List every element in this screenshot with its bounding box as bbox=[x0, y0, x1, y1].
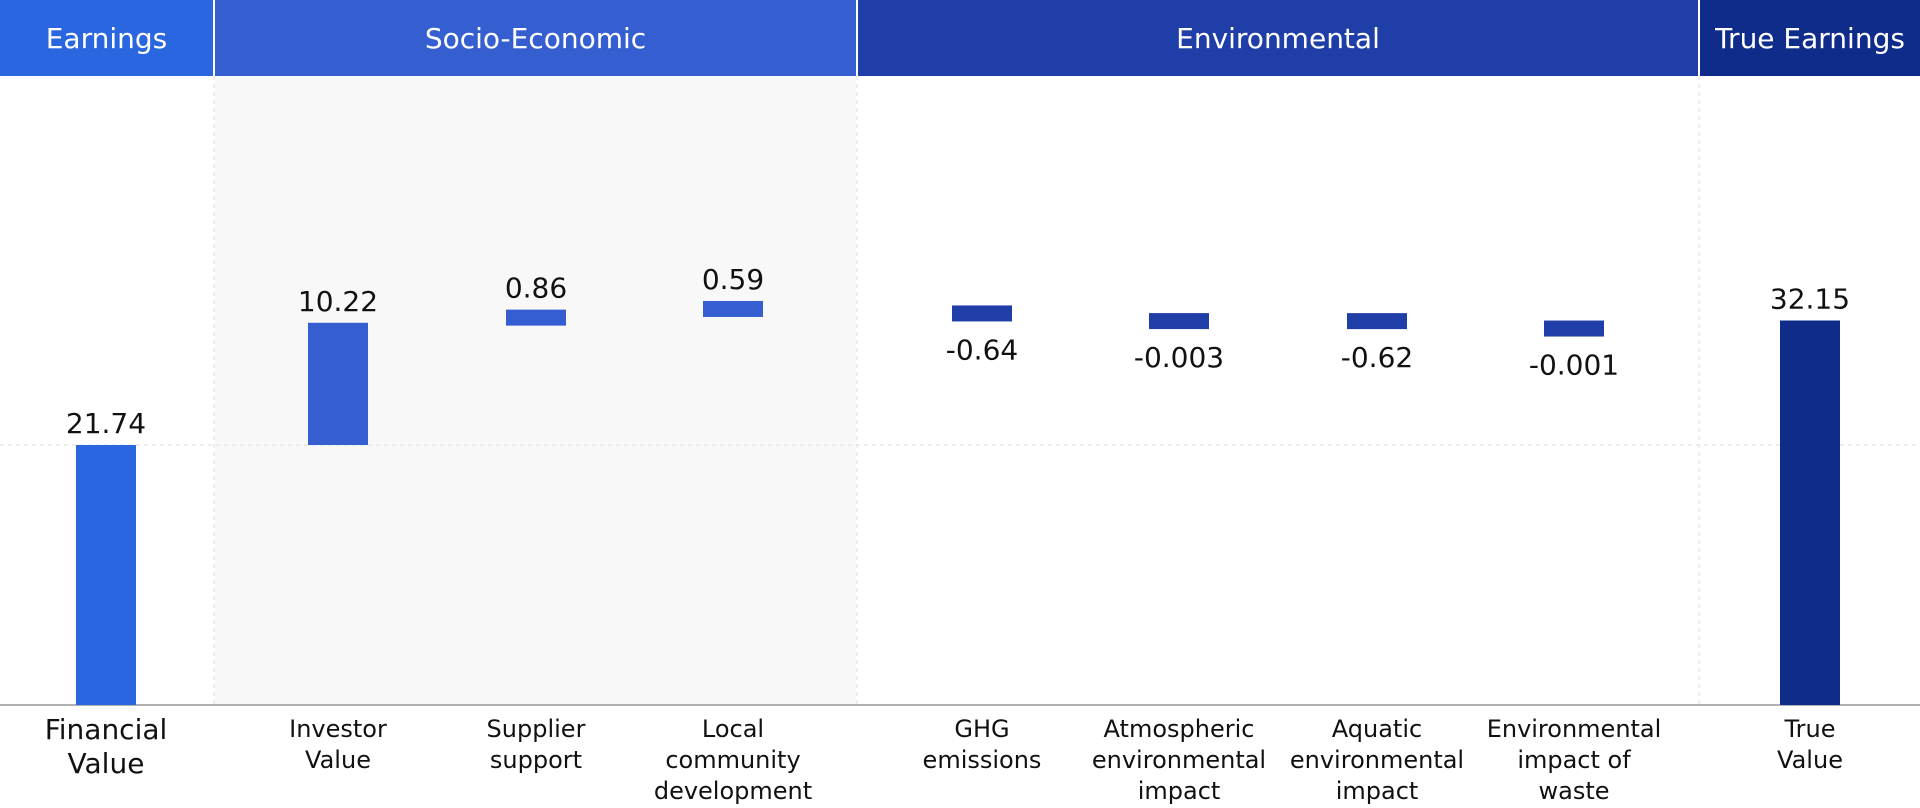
category-tick-label: Environmental bbox=[1487, 715, 1662, 743]
group-header-environmental bbox=[858, 0, 1698, 76]
group-header-label: Environmental bbox=[1176, 22, 1380, 55]
bar bbox=[703, 300, 763, 317]
group-headers: Earnings Socio-Economic Environmental True … bbox=[0, 0, 1920, 76]
category-tick-label: impact of bbox=[1517, 746, 1631, 774]
bars bbox=[76, 300, 1840, 705]
bar bbox=[1149, 313, 1209, 330]
category-tick-label: community bbox=[665, 746, 800, 774]
bar bbox=[952, 305, 1012, 322]
category-tick-label: Value bbox=[68, 747, 145, 780]
category-tick-label: support bbox=[490, 746, 582, 774]
category-tick-label: waste bbox=[1538, 777, 1609, 805]
group-header-label: Earnings bbox=[46, 22, 168, 55]
group-header-earnings bbox=[0, 0, 213, 76]
category-tick-label: Value bbox=[305, 746, 371, 774]
bar bbox=[76, 445, 136, 705]
category-tick-label: impact bbox=[1336, 777, 1419, 805]
bar bbox=[1780, 320, 1840, 705]
category-tick-label: development bbox=[654, 777, 812, 805]
data-label: 0.59 bbox=[702, 263, 764, 296]
bar bbox=[1347, 313, 1407, 330]
group-header-label: True Earnings bbox=[1714, 22, 1905, 55]
data-label: -0.64 bbox=[946, 333, 1018, 366]
data-label: 21.74 bbox=[66, 407, 146, 440]
category-tick-label: GHG bbox=[954, 715, 1009, 743]
group-header-label: Socio-Economic bbox=[425, 22, 646, 55]
category-tick-label: impact bbox=[1138, 777, 1221, 805]
bar bbox=[1544, 320, 1604, 337]
category-tick-label: emissions bbox=[923, 746, 1042, 774]
category-tick-label: Supplier bbox=[487, 715, 586, 743]
category-tick-label: Local bbox=[702, 715, 764, 743]
value-labels: 21.74 10.22 0.86 0.59 -0.64 -0.003 -0.62 -0.001… bbox=[66, 263, 1850, 440]
category-labels: FinancialValueInvestorValueSuppliersuppo… bbox=[45, 713, 1843, 805]
data-label: -0.001 bbox=[1529, 349, 1619, 382]
data-label: 10.22 bbox=[298, 285, 378, 318]
category-tick-label: True bbox=[1784, 715, 1836, 743]
chart-background bbox=[0, 76, 1920, 706]
data-label: -0.62 bbox=[1341, 341, 1413, 374]
bar bbox=[308, 322, 368, 445]
category-tick-label: Aquatic bbox=[1332, 715, 1422, 743]
category-tick-label: Value bbox=[1777, 746, 1843, 774]
category-tick-label: Financial bbox=[45, 713, 168, 746]
data-label: 32.15 bbox=[1770, 283, 1850, 316]
category-tick-label: Investor bbox=[289, 715, 387, 743]
category-tick-label: environmental bbox=[1092, 746, 1266, 774]
group-header-true-earnings bbox=[1700, 0, 1920, 76]
group-header-socio-economic bbox=[215, 0, 856, 76]
category-tick-label: environmental bbox=[1290, 746, 1464, 774]
data-label: 0.86 bbox=[505, 272, 567, 305]
data-label: -0.003 bbox=[1134, 341, 1224, 374]
bar bbox=[506, 309, 566, 326]
category-tick-label: Atmospheric bbox=[1104, 715, 1255, 743]
